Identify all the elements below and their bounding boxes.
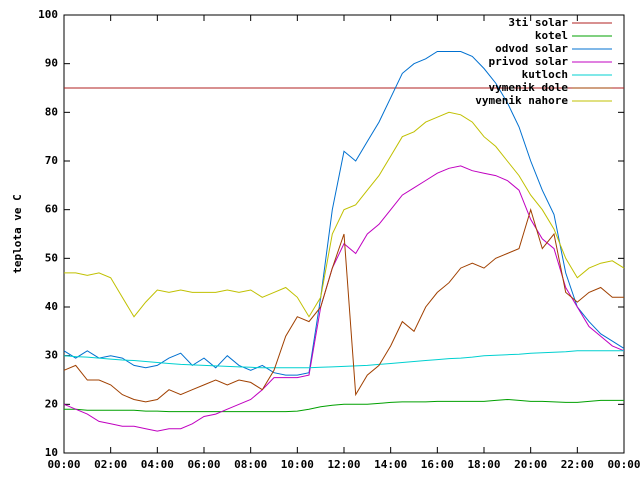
y-tick-label: 10: [45, 446, 58, 459]
legend-label: kutloch: [522, 68, 568, 81]
x-tick-label: 10:00: [281, 458, 314, 471]
legend-label: 3ti solar: [508, 16, 568, 29]
legend-label: privod solar: [489, 55, 569, 68]
x-tick-label: 12:00: [327, 458, 360, 471]
series-line: [63, 51, 625, 376]
series-line: [63, 350, 624, 369]
x-tick-label: 22:00: [561, 458, 594, 471]
y-tick-label: 80: [45, 105, 58, 118]
x-tick-label: 08:00: [234, 458, 267, 471]
y-tick-label: 70: [45, 154, 58, 167]
series-line: [64, 111, 625, 318]
x-tick-label: 02:00: [94, 458, 127, 471]
legend-label: kotel: [535, 29, 568, 42]
x-tick-label: 04:00: [141, 458, 174, 471]
x-tick-label: 00:00: [47, 458, 80, 471]
legend-label: odvod solar: [495, 42, 568, 55]
y-tick-label: 30: [45, 349, 58, 362]
y-tick-label: 20: [45, 397, 58, 410]
y-axis-label: teplota ve C: [11, 194, 24, 273]
y-tick-label: 90: [45, 57, 58, 70]
series-line: [63, 207, 624, 403]
series-line: [64, 398, 624, 413]
x-tick-label: 00:00: [607, 458, 640, 471]
y-tick-label: 100: [38, 8, 58, 21]
x-tick-label: 14:00: [374, 458, 407, 471]
x-tick-label: 16:00: [421, 458, 454, 471]
y-tick-label: 60: [45, 203, 58, 216]
y-tick-label: 50: [45, 251, 58, 264]
x-tick-label: 06:00: [187, 458, 220, 471]
legend-label: vymenik nahore: [475, 94, 568, 107]
x-tick-label: 20:00: [514, 458, 547, 471]
legend-label: vymenik dole: [489, 81, 569, 94]
x-tick-label: 18:00: [467, 458, 500, 471]
series-line: [63, 165, 625, 432]
y-tick-label: 40: [45, 300, 58, 313]
